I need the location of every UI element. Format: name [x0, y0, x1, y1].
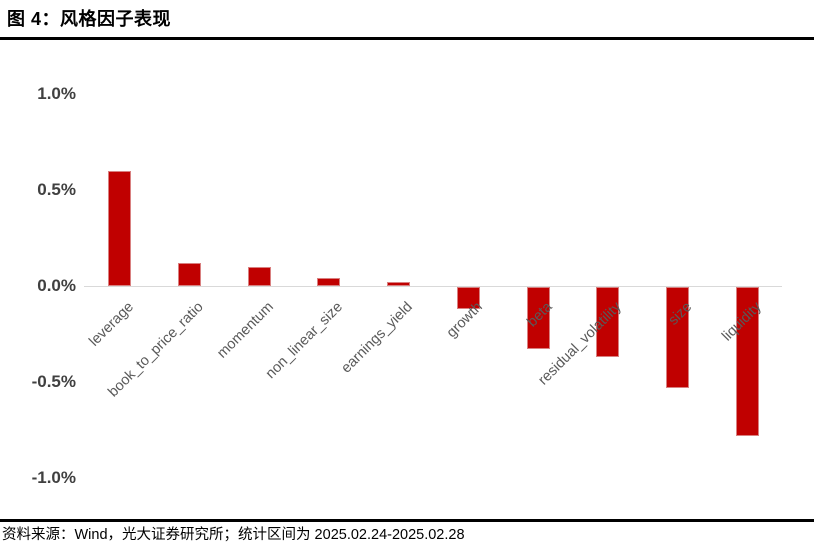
- source-note: 资料来源：Wind，光大证券研究所；统计区间为 2025.02.24-2025.…: [2, 527, 465, 543]
- bar-growth: [456, 287, 480, 310]
- bar-beta: [526, 287, 550, 350]
- figure-title: 图 4：风格因子表现: [7, 9, 172, 29]
- bar-momentum: [247, 266, 271, 286]
- title-divider: [0, 37, 814, 40]
- x-tick-label-earnings_yield: earnings_yield: [338, 299, 416, 377]
- bar-leverage: [108, 170, 132, 286]
- bar-book_to_price_ratio: [178, 262, 202, 286]
- bar-residual_volatility: [596, 287, 620, 358]
- y-tick-label: 0.0%: [37, 276, 76, 295]
- y-tick-label: -0.5%: [31, 372, 76, 391]
- x-axis-zero-line: [84, 285, 782, 288]
- y-tick-label: 1.0%: [37, 84, 76, 103]
- bar-non_linear_size: [317, 278, 341, 286]
- bar-earnings_yield: [387, 282, 411, 286]
- x-tick-label-momentum: momentum: [213, 299, 277, 362]
- style-factor-bar-chart: 1.0% 0.5% 0.0% -0.5% -1.0% leverage book_to_pr…: [31, 84, 782, 487]
- y-tick-label: 0.5%: [37, 180, 76, 199]
- bar-size: [665, 287, 689, 388]
- footer-divider: [0, 519, 814, 522]
- y-tick-label: -1.0%: [31, 468, 76, 487]
- bar-liquidity: [735, 287, 759, 436]
- x-tick-label-leverage: leverage: [86, 299, 138, 350]
